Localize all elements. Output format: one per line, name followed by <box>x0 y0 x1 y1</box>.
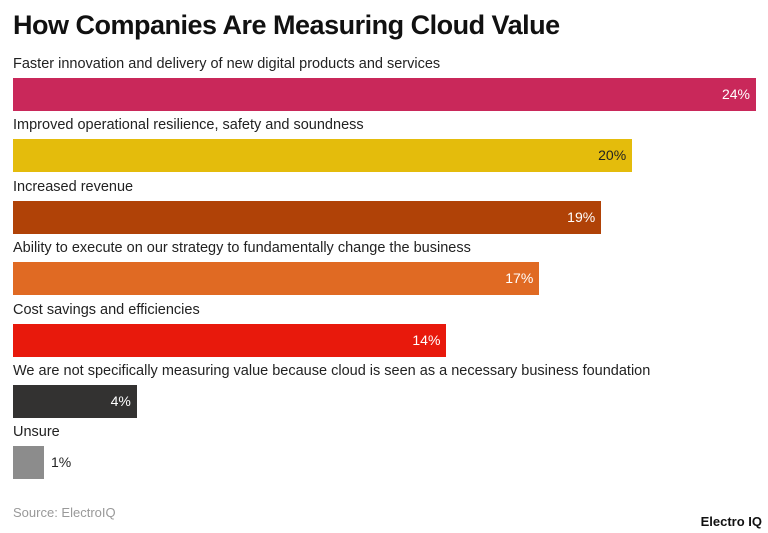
category-label: Unsure <box>13 424 60 441</box>
category-label: Improved operational resilience, safety … <box>13 117 364 134</box>
data-label: 14% <box>412 331 441 348</box>
chart-title: How Companies Are Measuring Cloud Value <box>13 10 560 40</box>
source-note: Source: ElectroIQ <box>13 505 116 520</box>
bar <box>13 446 44 480</box>
bar <box>13 323 447 357</box>
bar <box>13 200 602 234</box>
brand-logo: Electro IQ <box>700 514 762 529</box>
bar <box>13 139 633 173</box>
data-label: 1% <box>51 454 72 471</box>
category-label: We are not specifically measuring value … <box>13 363 651 379</box>
category-label: Increased revenue <box>13 178 134 195</box>
data-label: 24% <box>721 86 750 102</box>
data-label: 4% <box>110 393 131 409</box>
data-label: 19% <box>567 208 596 225</box>
category-label: Ability to execute on our strategy to fu… <box>13 240 471 257</box>
bar <box>13 385 137 418</box>
bar <box>13 262 540 296</box>
data-label: 17% <box>505 270 534 287</box>
bar <box>13 78 756 111</box>
category-label: Faster innovation and delivery of new di… <box>13 56 441 72</box>
data-label: 20% <box>598 147 627 164</box>
category-label: Cost savings and efficiencies <box>13 301 200 318</box>
